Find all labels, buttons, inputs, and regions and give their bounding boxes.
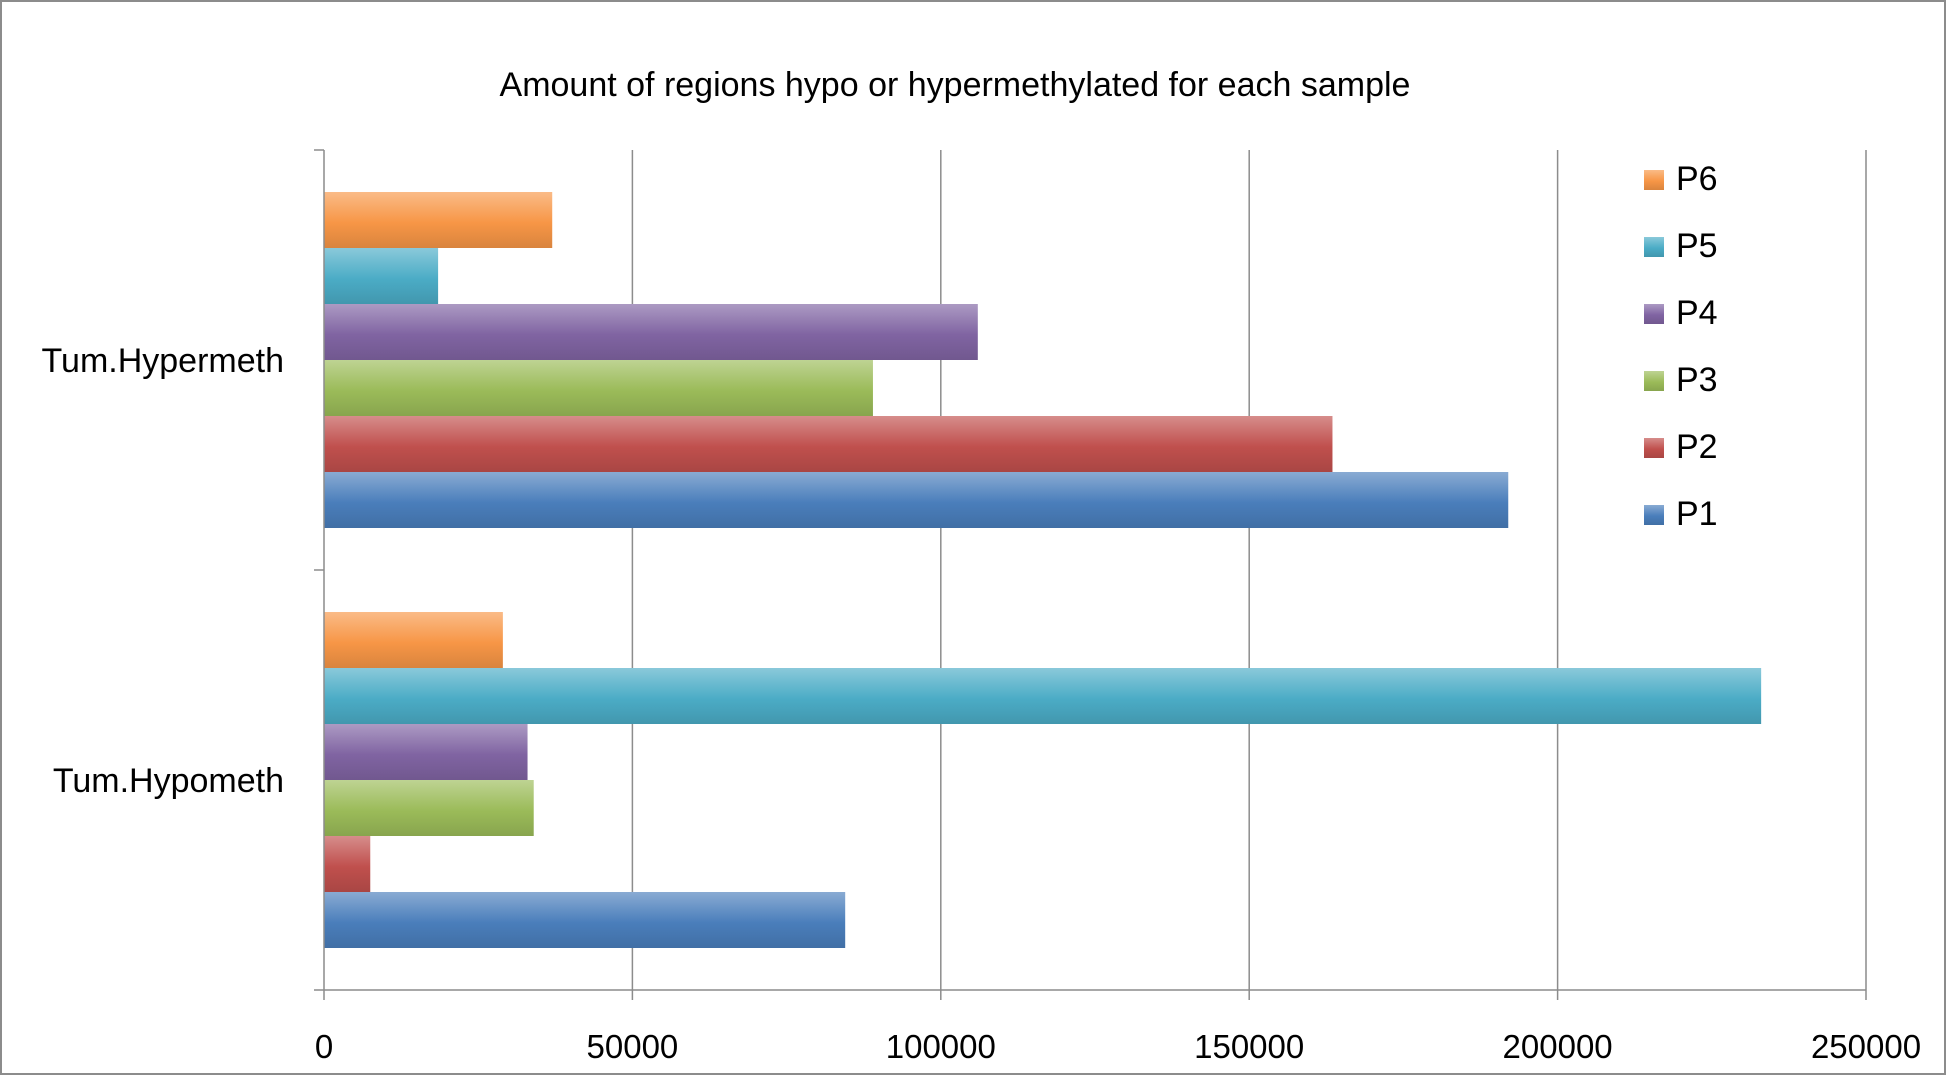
legend-label: P3	[1676, 361, 1718, 399]
bar-p6-0	[324, 192, 553, 248]
category-label: Tum.Hypometh	[53, 762, 284, 800]
bar-p5-1	[324, 668, 1762, 724]
legend-label: P2	[1676, 428, 1718, 466]
bar-p3-0	[324, 360, 873, 416]
legend-label: P5	[1676, 227, 1718, 265]
legend-label: P6	[1676, 160, 1718, 198]
axis-labels: 0 50000 100000 150000 200000 250000 Tum.Hyperm…	[42, 342, 1922, 1065]
bars	[324, 192, 1762, 948]
gridlines	[631, 150, 1867, 990]
legend-swatch	[1644, 371, 1664, 391]
x-tick-label: 100000	[886, 1028, 996, 1065]
x-tick-label: 200000	[1503, 1028, 1613, 1065]
x-tick-label: 150000	[1194, 1028, 1304, 1065]
legend-swatch	[1644, 505, 1664, 525]
axes	[314, 149, 1867, 1000]
bar-p5-0	[324, 248, 439, 304]
legend-label: P4	[1676, 294, 1718, 332]
bar-p6-1	[324, 612, 503, 668]
legend-swatch	[1644, 438, 1664, 458]
legend: P6 P5 P4 P3 P2 P1	[1644, 160, 1718, 533]
legend-swatch	[1644, 304, 1664, 324]
bar-p2-0	[324, 416, 1333, 472]
bar-p4-1	[324, 724, 528, 780]
chart-title: Amount of regions hypo or hypermethylate…	[500, 66, 1411, 104]
x-tick-label: 250000	[1811, 1028, 1921, 1065]
x-tick-label: 0	[315, 1028, 333, 1065]
bar-p1-0	[324, 472, 1509, 528]
legend-swatch	[1644, 237, 1664, 257]
category-label: Tum.Hypermeth	[42, 342, 284, 380]
x-tick-label: 50000	[587, 1028, 679, 1065]
bar-p1-1	[324, 892, 846, 948]
legend-swatch	[1644, 170, 1664, 190]
bar-p2-1	[324, 836, 371, 892]
legend-label: P1	[1676, 495, 1718, 533]
bar-p3-1	[324, 780, 534, 836]
bar-p4-0	[324, 304, 978, 360]
